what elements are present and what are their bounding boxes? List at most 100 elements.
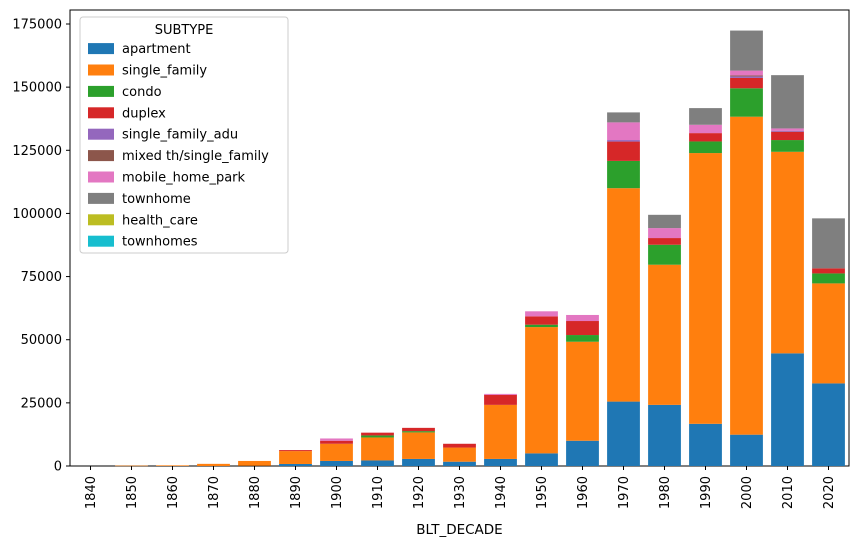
- bar-segment-mobile_home_park-2000: [730, 70, 763, 76]
- bar-segment-condo-1950: [525, 324, 558, 328]
- bar-segment-apartment-1920: [402, 458, 435, 466]
- y-tick-label: 50000: [21, 333, 62, 348]
- y-tick-label: 75000: [21, 270, 62, 285]
- bar-segment-mobile_home_park-1940: [484, 393, 517, 395]
- x-tick-label: 1900: [330, 476, 345, 509]
- x-tick-label: 1840: [84, 476, 99, 509]
- bar-segment-condo-1990: [689, 141, 722, 154]
- bar-segment-condo-2010: [771, 140, 804, 152]
- bar-segment-apartment-1900: [320, 460, 353, 466]
- bar-segment-townhome-1970: [607, 112, 640, 123]
- bar-segment-apartment-1960: [566, 440, 599, 466]
- bar-segment-apartment-2010: [771, 353, 804, 466]
- bar-segment-mobile_home_park-1900: [320, 438, 353, 441]
- legend-swatch-condo: [88, 85, 114, 97]
- bar-segment-townhome-2010: [771, 75, 804, 129]
- bar-segment-single_family_adu-1970: [607, 140, 640, 142]
- bar-segment-townhome-1980: [648, 214, 681, 229]
- bar-segment-duplex-1900: [320, 440, 353, 444]
- bar-segment-apartment-1990: [689, 423, 722, 466]
- bar-segment-single_family-1910: [361, 437, 394, 461]
- legend-label-single_family_adu: single_family_adu: [122, 128, 238, 143]
- x-axis-label: BLT_DECADE: [416, 522, 502, 538]
- legend-label-mixed th/single_family: mixed th/single_family: [122, 149, 269, 164]
- legend-label-townhomes: townhomes: [122, 235, 198, 250]
- bar-segment-condo-1960: [566, 335, 599, 342]
- y-tick-label: 125000: [12, 144, 62, 159]
- legend-label-townhome: townhome: [122, 192, 191, 207]
- x-tick-label: 1860: [166, 476, 181, 509]
- bar-segment-single_family-1880: [238, 460, 271, 466]
- legend-label-condo: condo: [122, 85, 162, 100]
- legend-swatch-townhome: [88, 192, 114, 204]
- x-tick-label: 2000: [740, 476, 755, 509]
- bar-segment-single_family-1950: [525, 327, 558, 454]
- bar-segment-single_family-1990: [689, 153, 722, 424]
- x-tick-label: 1920: [412, 476, 427, 509]
- bar-segment-townhome-2000: [730, 30, 763, 71]
- bar-segment-single_family-1980: [648, 264, 681, 405]
- bar-segment-single_family-1890: [279, 451, 312, 464]
- x-tick-label: 1870: [207, 476, 222, 509]
- x-tick-label: 1960: [576, 476, 591, 509]
- bar-segment-single_family-1860: [156, 465, 189, 466]
- bar-segment-mobile_home_park-1950: [525, 311, 558, 317]
- bar-segment-single_family-1940: [484, 404, 517, 459]
- x-tick-label: 1930: [453, 476, 468, 509]
- bar-segment-duplex-2000: [730, 77, 763, 89]
- legend-swatch-single_family_adu: [88, 128, 114, 140]
- bar-segment-duplex-1970: [607, 141, 640, 161]
- x-tick-label: 2020: [822, 476, 837, 509]
- y-tick-label: 25000: [21, 396, 62, 411]
- bar-segment-apartment-1970: [607, 401, 640, 466]
- bar-segment-duplex-1920: [402, 427, 435, 432]
- bar-segment-single_family_adu-2000: [730, 76, 763, 78]
- bar-segment-apartment-1930: [443, 461, 476, 466]
- bar-segment-condo-2000: [730, 88, 763, 117]
- bar-segment-duplex-1990: [689, 133, 722, 142]
- bar-segment-single_family-2010: [771, 151, 804, 354]
- bar-segment-apartment-1950: [525, 453, 558, 466]
- bar-segment-duplex-1940: [484, 394, 517, 405]
- legend-label-apartment: apartment: [122, 42, 191, 57]
- x-tick-label: 1940: [494, 476, 509, 509]
- bar-segment-apartment-1910: [361, 460, 394, 466]
- bar-segment-townhome-2020: [812, 218, 845, 269]
- bar-segment-single_family-1850: [115, 465, 148, 467]
- x-tick-label: 1890: [289, 476, 304, 509]
- legend-swatch-health_care: [88, 214, 114, 226]
- bar-segment-mobile_home_park-1970: [607, 122, 640, 141]
- x-tick-label: 1970: [617, 476, 632, 509]
- legend-swatch-mixed th/single_family: [88, 150, 114, 162]
- legend-swatch-townhomes: [88, 235, 114, 247]
- legend-swatch-single_family: [88, 64, 114, 76]
- bar-segment-duplex-1950: [525, 316, 558, 325]
- bar-segment-apartment-2020: [812, 383, 845, 466]
- y-tick-label: 0: [54, 460, 62, 475]
- legend-label-health_care: health_care: [122, 213, 198, 228]
- y-tick-label: 150000: [12, 81, 62, 96]
- legend-swatch-apartment: [88, 43, 114, 55]
- legend-label-duplex: duplex: [122, 106, 166, 121]
- bar-segment-single_family-1900: [320, 443, 353, 461]
- bar-segment-apartment-1940: [484, 458, 517, 466]
- bar-segment-condo-1920: [402, 431, 435, 433]
- bar-segment-single_family-1930: [443, 447, 476, 462]
- legend-label-mobile_home_park: mobile_home_park: [122, 171, 246, 186]
- legend-swatch-mobile_home_park: [88, 171, 114, 183]
- bar-segment-mixed th/single_family-2000: [730, 75, 763, 77]
- x-tick-label: 1990: [699, 476, 714, 509]
- bar-segment-duplex-1890: [279, 450, 312, 452]
- bar-segment-mobile_home_park-1990: [689, 124, 722, 134]
- bar-segment-condo-2020: [812, 273, 845, 284]
- bar-segment-single_family-2000: [730, 116, 763, 435]
- bar-segment-single_family-2020: [812, 283, 845, 384]
- legend-box: [79, 16, 289, 254]
- bar-segment-single_family-1920: [402, 432, 435, 459]
- legend-swatch-duplex: [88, 107, 114, 119]
- y-tick-label: 100000: [12, 207, 62, 222]
- bar-segment-duplex-1910: [361, 432, 394, 436]
- bar-segment-single_family-1970: [607, 188, 640, 402]
- bar-segment-duplex-1930: [443, 443, 476, 448]
